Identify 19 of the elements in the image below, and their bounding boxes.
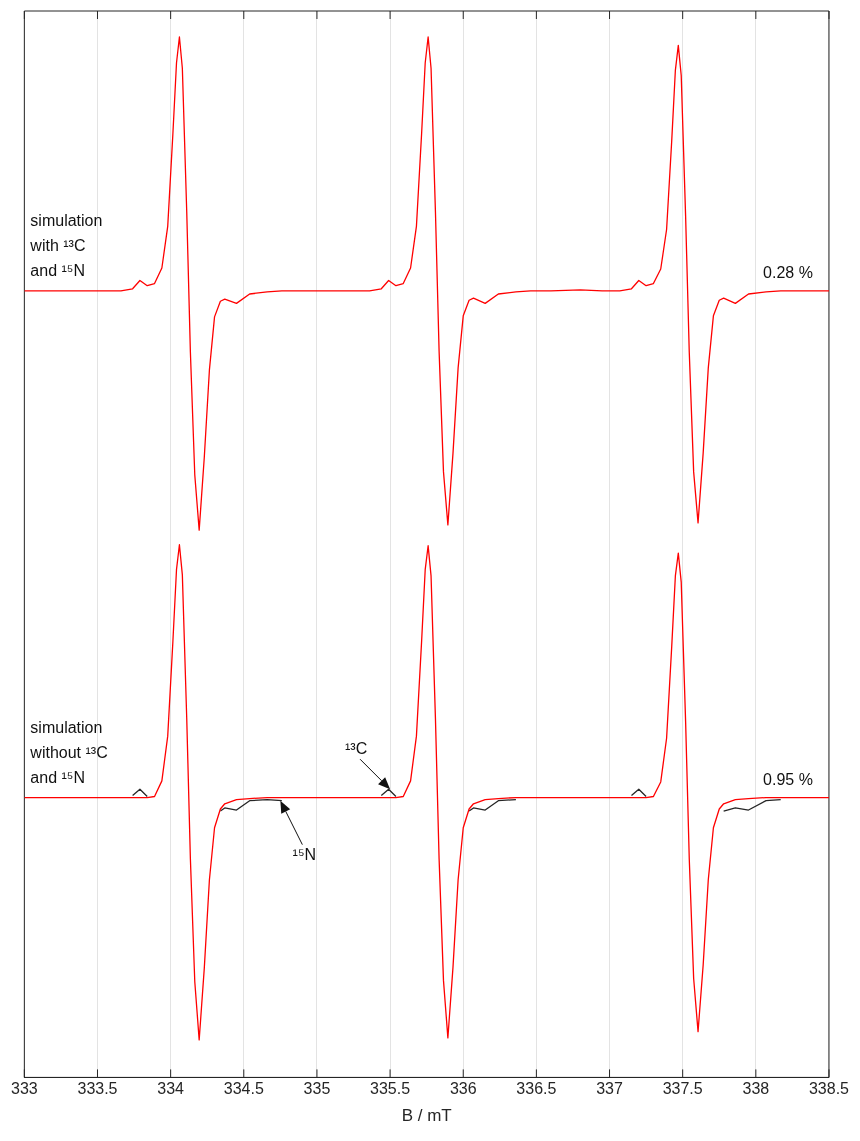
annotation: ¹⁵N [292,846,317,864]
x-tick-label: 337.5 [662,1080,703,1098]
series-label: simulation with ¹³C and ¹⁵N [29,211,103,279]
annotation: 0.28 % [763,264,813,282]
x-tick-label: 335.5 [370,1080,411,1098]
series-label: simulation without ¹³C and ¹⁵N [29,718,108,786]
annotation: ¹³C [344,739,368,757]
x-tick-label: 336.5 [516,1080,557,1098]
x-tick-label: 334.5 [223,1080,264,1098]
x-tick-label: 333 [11,1080,38,1098]
x-tick-label: 337 [596,1080,623,1098]
x-tick-label: 338.5 [808,1080,850,1098]
x-tick-label: 336 [449,1080,477,1098]
x-tick-label: 333.5 [77,1080,118,1098]
x-axis-title: B / mT [401,1106,452,1126]
annotation: 0.95 % [763,770,813,788]
x-tick-label: 334 [157,1080,185,1098]
x-tick-label: 338 [742,1080,770,1098]
x-tick-label: 335 [303,1080,331,1098]
